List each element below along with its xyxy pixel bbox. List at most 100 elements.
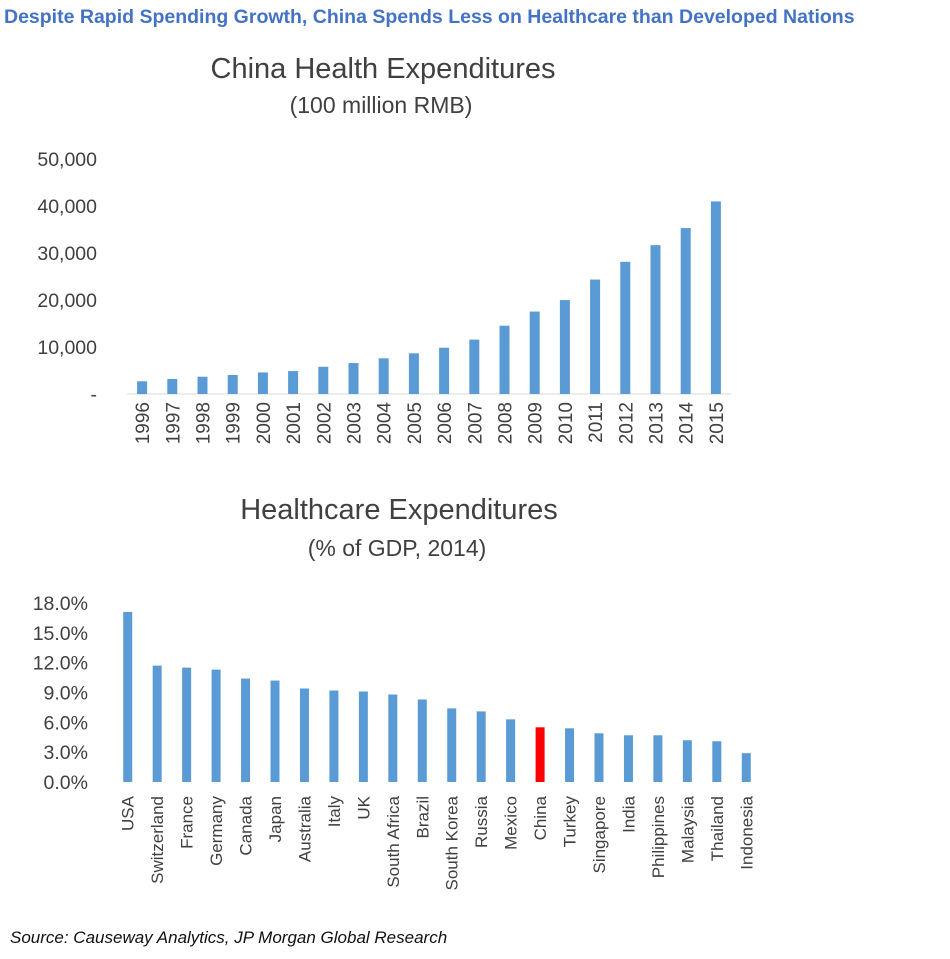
chart1-bar — [710, 201, 721, 394]
chart-healthcare-expenditures-gdp: Healthcare Expenditures (% of GDP, 2014)… — [33, 494, 757, 891]
chart2-bar — [211, 669, 221, 782]
chart1-bar — [650, 245, 661, 394]
chart1-bar — [439, 347, 450, 394]
chart2-x-tick-label: Japan — [266, 796, 285, 842]
chart2-x-tick-label: Canada — [237, 795, 256, 855]
chart2-x-tick-label: Turkey — [561, 796, 580, 848]
chart2-bar — [682, 740, 692, 782]
chart2-x-tick-label: Switzerland — [148, 796, 167, 884]
chart1-x-tick-label: 2001 — [284, 402, 305, 444]
chart2-bar — [241, 678, 251, 782]
chart1-x-tick-label: 1999 — [224, 402, 245, 444]
chart2-x-tick-label: Mexico — [502, 796, 521, 850]
chart2-bar — [329, 690, 339, 782]
chart1-bar — [469, 339, 480, 394]
chart2-x-tick-label: USA — [119, 795, 138, 831]
chart1-x-tick-label: 2000 — [254, 402, 275, 444]
chart2-y-tick-label: 3.0% — [44, 742, 88, 764]
chart2-title: Healthcare Expenditures — [240, 494, 558, 526]
chart1-x-tick-label: 1997 — [163, 402, 184, 444]
chart2-x-tick-label: Russia — [472, 795, 491, 848]
chart1-bar — [288, 371, 299, 394]
chart2-subtitle: (% of GDP, 2014) — [308, 535, 487, 561]
chart1-bar — [167, 378, 178, 394]
chart1-x-tick-label: 2008 — [496, 402, 517, 444]
chart1-bar — [559, 300, 570, 394]
chart2-y-tick-label: 15.0% — [33, 623, 88, 645]
chart1-bar — [620, 261, 631, 394]
chart1-x-tick-label: 2012 — [616, 402, 637, 444]
chart2-y-tick-label: 6.0% — [44, 712, 88, 734]
chart1-bar — [197, 376, 208, 394]
chart2-bar — [447, 708, 457, 782]
chart2-bar — [506, 719, 516, 782]
chart2-x-tick-label: Italy — [325, 796, 344, 828]
chart2-x-tick-label: India — [619, 795, 638, 832]
chart1-x-tick-label: 2014 — [677, 402, 698, 445]
chart1-x-tick-label: 2009 — [526, 402, 547, 444]
chart2-x-tick-label: Malaysia — [678, 795, 697, 863]
chart2-y-tick-label: 0.0% — [44, 772, 88, 794]
chart1-y-tick-label: 10,000 — [37, 337, 97, 359]
chart2-x-tick-label: Indonesia — [737, 795, 756, 869]
chart1-bar — [680, 228, 691, 394]
chart2-bar — [270, 680, 280, 782]
chart1-bar — [257, 372, 268, 394]
chart2-bar — [565, 728, 575, 782]
chart1-bar — [318, 366, 329, 394]
chart2-y-tick-label: 18.0% — [33, 593, 88, 615]
chart2-y-tick-label: 12.0% — [33, 653, 88, 675]
source-note: Source: Causeway Analytics, JP Morgan Gl… — [10, 928, 448, 947]
chart1-bar — [378, 358, 389, 394]
chart2-bar — [653, 735, 663, 782]
chart1-y-tick-label: 20,000 — [37, 290, 97, 312]
chart2-bar — [123, 611, 133, 782]
chart2-bar — [388, 694, 398, 782]
chart1-y-tick-label: 30,000 — [37, 243, 97, 265]
chart2-x-tick-label: Philippines — [649, 796, 668, 878]
chart2-x-tick-label: Germany — [207, 796, 226, 866]
chart1-x-tick-label: 2010 — [556, 402, 577, 444]
chart1-x-tick-label: 2006 — [435, 402, 456, 444]
chart2-x-tick-label: Australia — [295, 795, 314, 862]
chart2-bar — [358, 691, 368, 782]
chart2-x-tick-label: France — [178, 796, 197, 849]
chart2-bar-highlight — [535, 727, 545, 782]
chart2-bar — [182, 667, 192, 782]
chart1-bar — [590, 279, 601, 394]
chart1-bar — [499, 325, 510, 394]
chart1-x-tick-label: 2007 — [465, 402, 486, 444]
chart1-x-tick-label: 2011 — [586, 402, 607, 443]
chart2-bar — [152, 665, 162, 782]
chart2-x-tick-label: South Africa — [384, 795, 403, 887]
chart2-bar — [417, 699, 427, 782]
chart2-x-tick-label: South Korea — [443, 795, 462, 890]
chart2-x-tick-label: Singapore — [590, 796, 609, 874]
chart1-y-tick-label: 40,000 — [37, 196, 97, 218]
chart1-subtitle: (100 million RMB) — [290, 92, 473, 118]
chart2-y-tick-label: 9.0% — [44, 683, 88, 705]
chart1-y-tick-label: - — [91, 384, 98, 406]
chart2-bar — [741, 753, 751, 782]
chart1-bar — [529, 311, 540, 394]
chart1-x-tick-label: 2015 — [707, 402, 728, 444]
chart2-bar — [299, 688, 309, 782]
chart2-x-tick-label: UK — [354, 795, 373, 819]
headline: Despite Rapid Spending Growth, China Spe… — [4, 6, 855, 28]
chart1-title: China Health Expenditures — [211, 53, 556, 85]
chart1-x-tick-label: 2002 — [314, 402, 335, 444]
chart1-bar — [348, 363, 359, 394]
chart1-y-tick-label: 50,000 — [37, 149, 97, 171]
chart2-bar — [712, 741, 722, 782]
chart1-bar — [408, 353, 419, 394]
chart1-bar — [227, 374, 238, 394]
chart2-bar — [623, 735, 633, 782]
chart1-x-tick-label: 2003 — [345, 402, 366, 444]
chart-china-health-expenditures: China Health Expenditures (100 million R… — [37, 53, 731, 444]
chart1-x-tick-label: 1998 — [194, 402, 215, 444]
chart1-x-tick-label: 2004 — [375, 402, 396, 445]
chart1-x-tick-label: 1996 — [133, 402, 154, 444]
chart1-bar — [137, 381, 148, 394]
chart1-x-tick-label: 2013 — [647, 402, 668, 444]
